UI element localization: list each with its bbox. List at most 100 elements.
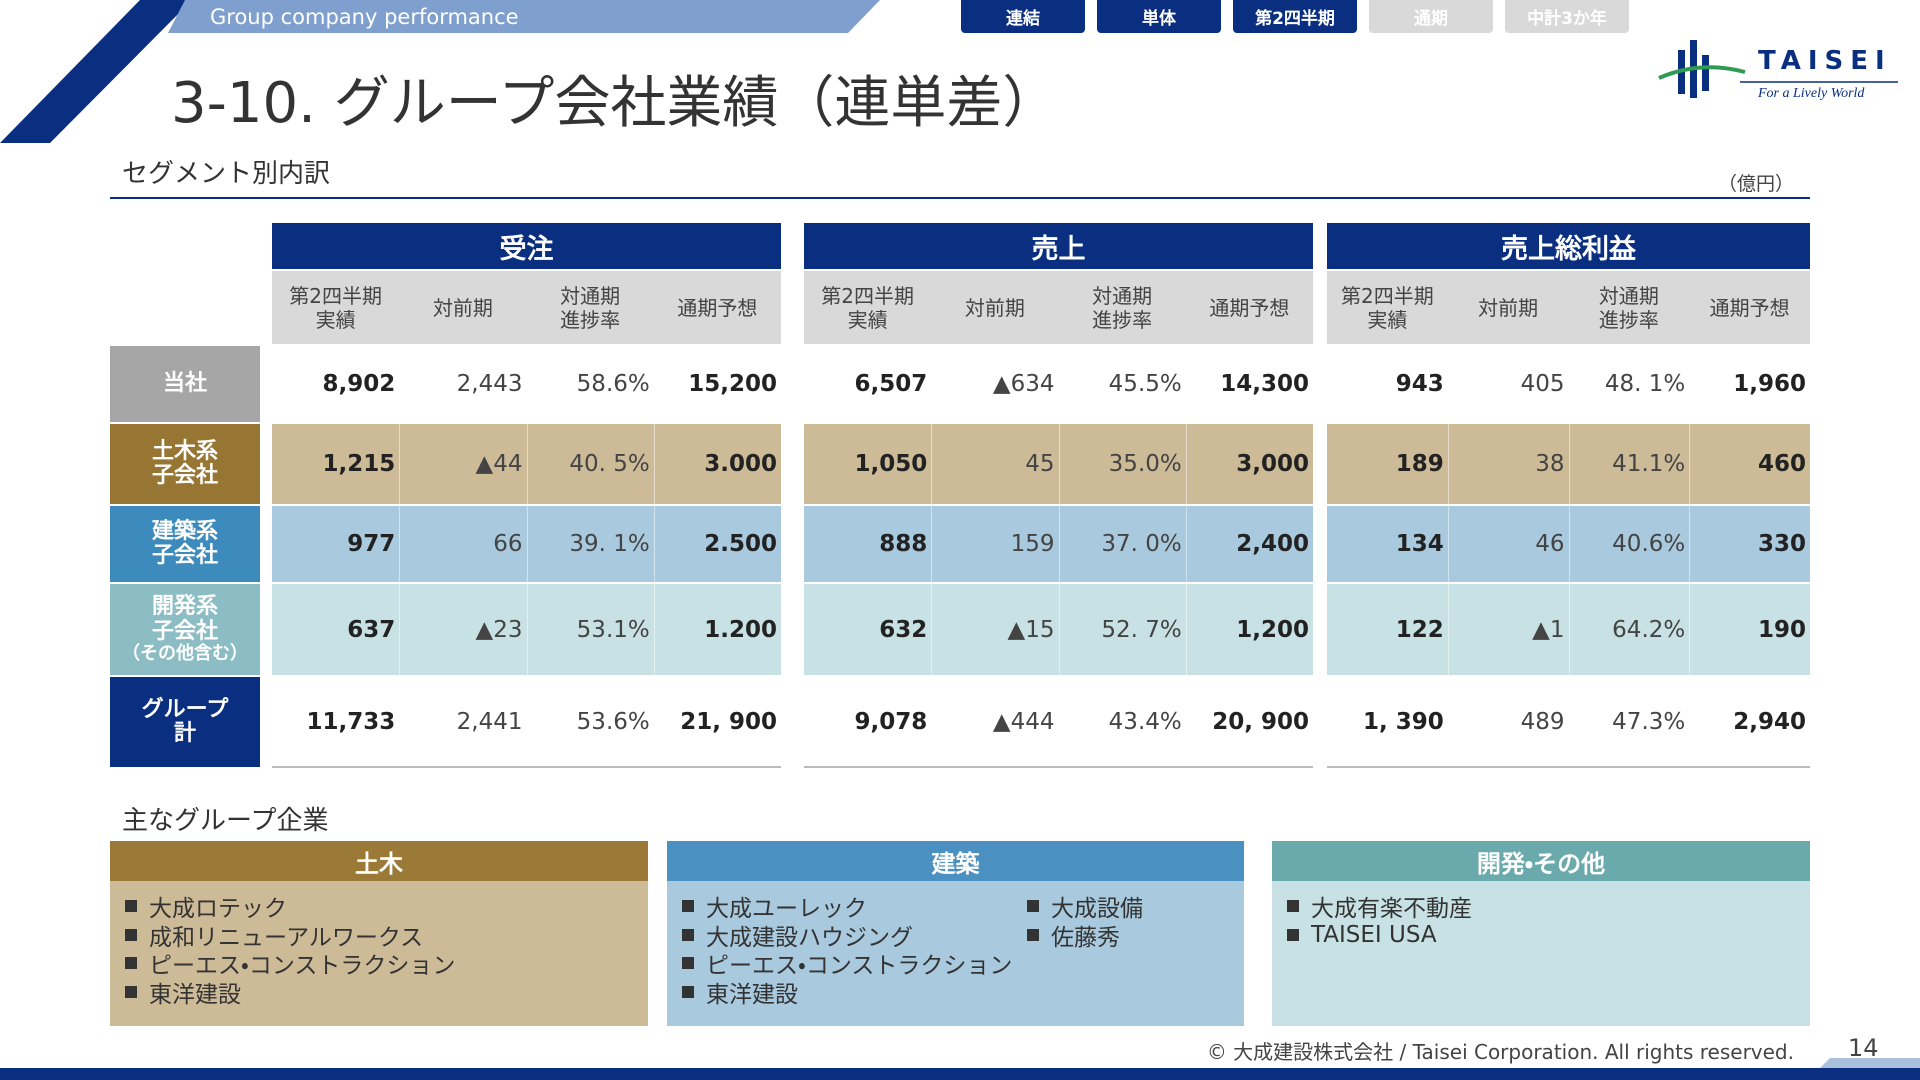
column-header-line: 対前期 — [1478, 295, 1539, 320]
column-header: 通期予想 — [1185, 271, 1313, 344]
table-cell: 14,300 — [1220, 371, 1309, 397]
company-name: ピーエス・コンストラクション — [706, 953, 1013, 979]
column-divider — [399, 584, 401, 675]
page-number: 14 — [1848, 1034, 1879, 1062]
column-divider — [1058, 506, 1060, 582]
company-name: 大成設備 — [1051, 896, 1143, 922]
column-header: 対通期 進捗率 — [526, 271, 654, 344]
bullet — [1287, 900, 1299, 912]
table-cell: 53.6% — [576, 709, 650, 735]
table-cell: ▲23 — [475, 616, 523, 643]
table-cell: 2,400 — [1236, 531, 1309, 557]
column-divider — [1447, 424, 1449, 504]
column-divider — [1689, 584, 1691, 675]
table-cell: 47.3% — [1612, 709, 1686, 735]
column-divider — [1447, 506, 1449, 582]
company-name: ピーエス・コンストラクション — [149, 953, 456, 979]
row-band — [1327, 346, 1810, 422]
column-divider — [1058, 424, 1060, 504]
companies-title: 主なグループ企業 — [122, 806, 329, 836]
bullet — [125, 985, 137, 998]
row-band — [272, 677, 781, 767]
column-header: 対通期 進捗率 — [1568, 271, 1690, 344]
column-divider — [1185, 584, 1187, 675]
table-cell: 3.000 — [704, 451, 777, 477]
bullet — [682, 900, 694, 912]
company-item: ピーエス・コンストラクション — [682, 949, 1013, 979]
row-label: 土木系 子会社 — [110, 424, 260, 504]
row-band — [804, 346, 1313, 422]
column-divider — [1568, 584, 1570, 675]
column-divider — [526, 506, 528, 582]
company-item: 成和リニューアルワークス — [125, 921, 424, 951]
column-divider — [526, 584, 528, 675]
column-divider — [653, 584, 655, 675]
column-header-line: 対通期 — [1092, 283, 1153, 308]
row-band — [1327, 677, 1810, 767]
row-label-line: グループ — [141, 696, 229, 722]
table-cell: 40.6% — [1612, 531, 1686, 557]
table-cell: 8,902 — [322, 371, 396, 397]
column-header-line: 進捗率 — [1598, 307, 1659, 332]
company-name: 成和リニューアルワークス — [149, 924, 424, 951]
bullet — [1027, 900, 1039, 912]
column-header: 対前期 — [399, 271, 527, 344]
table-cell: 637 — [347, 616, 396, 643]
copyright: © 大成建設株式会社 / Taisei Corporation. All rig… — [1206, 1040, 1794, 1064]
table-cell: 122 — [1395, 616, 1444, 643]
table-cell: 460 — [1757, 451, 1806, 477]
table-cell: 489 — [1520, 709, 1565, 735]
company-name: 東洋建設 — [706, 981, 798, 1008]
column-header: 第2四半期 実績 — [804, 271, 932, 344]
segment-title: セグメント別内訳 — [122, 159, 331, 189]
row-label: グループ計 — [110, 677, 260, 767]
table-cell: 632 — [879, 616, 928, 643]
row-label-line: 子会社 — [151, 618, 218, 644]
table-cell: 48. 1% — [1604, 371, 1686, 397]
column-divider — [1185, 506, 1187, 582]
table-bottom-rule — [272, 766, 781, 768]
row-label-line: 当社 — [162, 370, 207, 396]
column-header: 第2四半期 実績 — [272, 271, 400, 344]
row-label-line: 子会社 — [151, 463, 218, 488]
table-cell: 3,000 — [1236, 451, 1309, 477]
table-cell: 190 — [1757, 616, 1806, 643]
column-header-line: 通期予想 — [1209, 295, 1290, 320]
table-cell: 2,443 — [456, 371, 523, 397]
table-cell: 9,078 — [854, 709, 928, 735]
column-header-line: 対通期 — [1598, 283, 1659, 308]
company-item: 大成ロテック — [125, 892, 287, 922]
company-item: 大成ユーレック — [682, 892, 867, 922]
company-name: TAISEI USA — [1311, 921, 1437, 948]
column-header-line: 実績 — [847, 307, 888, 332]
table-cell: 1,200 — [1236, 616, 1309, 643]
column-divider — [653, 506, 655, 582]
column-divider — [1568, 424, 1570, 504]
table-cell: 53.1% — [576, 616, 650, 643]
table-cell: 43.4% — [1108, 709, 1182, 735]
column-header: 通期予想 — [1689, 271, 1810, 344]
table-bottom-rule — [804, 766, 1313, 768]
row-label-line: 建築系 — [151, 518, 218, 544]
corner-stripe — [0, 0, 192, 143]
column-header-line: 進捗率 — [560, 307, 621, 332]
table-cell: 45 — [1025, 451, 1055, 477]
table-cell: 1,960 — [1733, 371, 1806, 397]
tab: 単体 — [1097, 0, 1221, 33]
company-item: 東洋建設 — [682, 978, 798, 1008]
section-band — [168, 0, 880, 33]
column-header-line: 通期予想 — [677, 295, 758, 320]
company-name: 大成有楽不動産 — [1311, 896, 1472, 922]
column-divider — [1568, 506, 1570, 582]
column-divider — [931, 506, 933, 582]
company-name: 大成ロテック — [149, 896, 287, 922]
bottom-accent — [1820, 1058, 1920, 1068]
column-header: 対前期 — [1447, 271, 1569, 344]
company-box-header: 開発・その他 — [1272, 841, 1810, 881]
bullet — [125, 928, 137, 941]
column-divider — [1058, 584, 1060, 675]
table-cell: 2,441 — [456, 709, 523, 735]
company-name: 佐藤秀 — [1051, 924, 1120, 951]
